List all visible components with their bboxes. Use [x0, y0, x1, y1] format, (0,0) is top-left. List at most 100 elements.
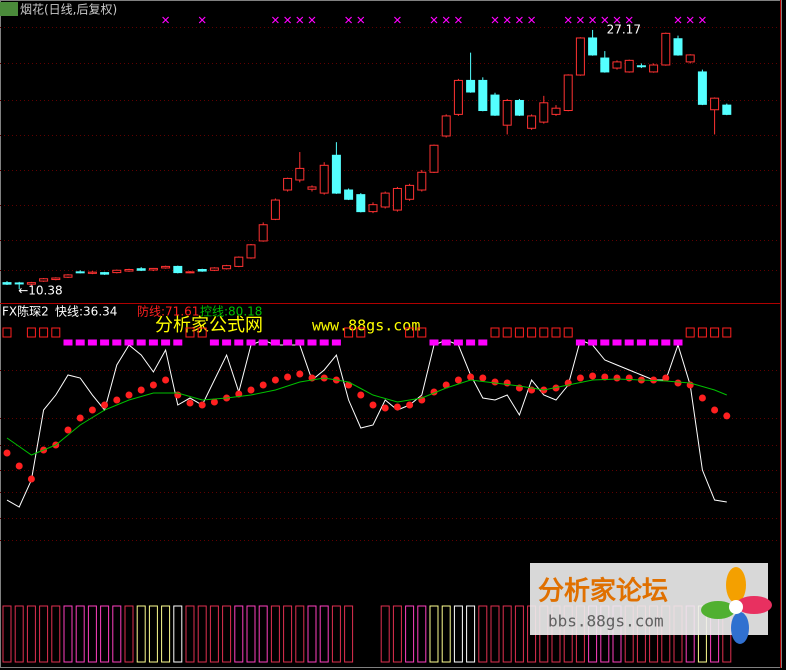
dot: [64, 426, 72, 434]
dot: [88, 406, 96, 414]
legend-entry: 快线:36.34: [55, 305, 117, 319]
candle-body: [75, 271, 85, 274]
candle-body: [563, 74, 573, 112]
signal-square: [75, 339, 85, 346]
signal-bar: [270, 605, 280, 663]
signal-square: [478, 339, 488, 346]
dot: [442, 381, 450, 389]
signal-bar: [392, 605, 402, 663]
candle-body: [612, 61, 622, 69]
signal-square: [222, 339, 232, 346]
signal-square: [234, 339, 244, 346]
legend-entry: 控线:80.18: [200, 305, 262, 319]
candle-body: [649, 64, 659, 73]
signal-bar: [307, 605, 317, 663]
candle-body: [380, 192, 390, 208]
candle-body: [368, 204, 378, 213]
signal-bar: [209, 605, 219, 663]
candle-body: [234, 256, 244, 267]
dot: [162, 376, 170, 384]
candle-body: [588, 37, 598, 56]
candle-body: [636, 65, 646, 68]
signal-square: [673, 339, 683, 346]
signal-bar: [75, 605, 85, 663]
signal-square: [136, 339, 146, 346]
candle-body: [307, 186, 317, 190]
signal-square: [344, 327, 354, 338]
signal-square: [258, 339, 268, 346]
candle-body: [51, 277, 61, 281]
dot: [406, 401, 414, 409]
candle-body: [575, 37, 585, 76]
signal-bar: [63, 605, 73, 663]
candle-body: [161, 265, 171, 269]
candle-body: [39, 278, 49, 282]
signal-square: [51, 327, 61, 338]
signal-mark: [601, 16, 609, 24]
signal-square: [283, 339, 293, 346]
indicator-line: [6, 377, 727, 456]
candle-body: [173, 265, 183, 274]
candle-body: [661, 32, 671, 66]
candle-body: [14, 282, 24, 285]
signal-mark: [503, 16, 511, 24]
signal-square: [502, 327, 512, 338]
candle-body: [441, 115, 451, 137]
candle-body: [502, 99, 512, 126]
signal-bar: [148, 605, 158, 663]
signal-square: [429, 339, 439, 346]
signal-bar: [197, 605, 207, 663]
signal-bar: [26, 605, 36, 663]
candle-body: [331, 154, 341, 194]
stock-icon: [0, 2, 18, 16]
signal-square: [100, 339, 110, 346]
signal-bar: [234, 605, 244, 663]
logo-url: bbs.88gs.com: [548, 612, 664, 631]
candle-body: [270, 199, 280, 220]
dot: [576, 374, 584, 382]
signal-mark: [345, 16, 353, 24]
watermark: 分析家公式网: [155, 315, 263, 336]
signal-mark: [686, 16, 694, 24]
candle-body: [600, 57, 610, 73]
candle-body: [209, 267, 219, 271]
indicator-title: FX陈琛2: [2, 304, 49, 319]
dot: [125, 391, 133, 399]
signal-square: [600, 339, 610, 346]
signal-square: [612, 339, 622, 346]
dot: [467, 373, 475, 381]
signal-square: [514, 327, 524, 338]
signal-mark: [589, 16, 597, 24]
candle-body: [710, 97, 720, 111]
dot: [296, 370, 304, 378]
signal-bar: [478, 605, 488, 663]
candle-body: [258, 224, 268, 242]
dot: [101, 401, 109, 409]
signal-mark: [613, 16, 621, 24]
signal-bar: [429, 605, 439, 663]
signal-bar: [405, 605, 415, 663]
dot: [15, 462, 23, 470]
signal-mark: [625, 16, 633, 24]
signal-square: [161, 339, 171, 346]
candle-body: [722, 104, 732, 115]
dot: [271, 376, 279, 384]
dot: [454, 376, 462, 384]
candle-body: [63, 274, 73, 278]
signal-bar: [258, 605, 268, 663]
candle-body: [148, 267, 158, 271]
signal-bar: [2, 605, 12, 663]
signal-square: [466, 339, 476, 346]
candle-body: [514, 99, 524, 116]
signal-square: [405, 327, 415, 338]
dot: [503, 379, 511, 387]
dot: [711, 406, 719, 414]
signal-bar: [283, 605, 293, 663]
signal-mark: [515, 16, 523, 24]
dot: [76, 414, 84, 422]
dot: [284, 373, 292, 381]
signal-bar: [502, 605, 512, 663]
candle-body: [197, 269, 207, 272]
